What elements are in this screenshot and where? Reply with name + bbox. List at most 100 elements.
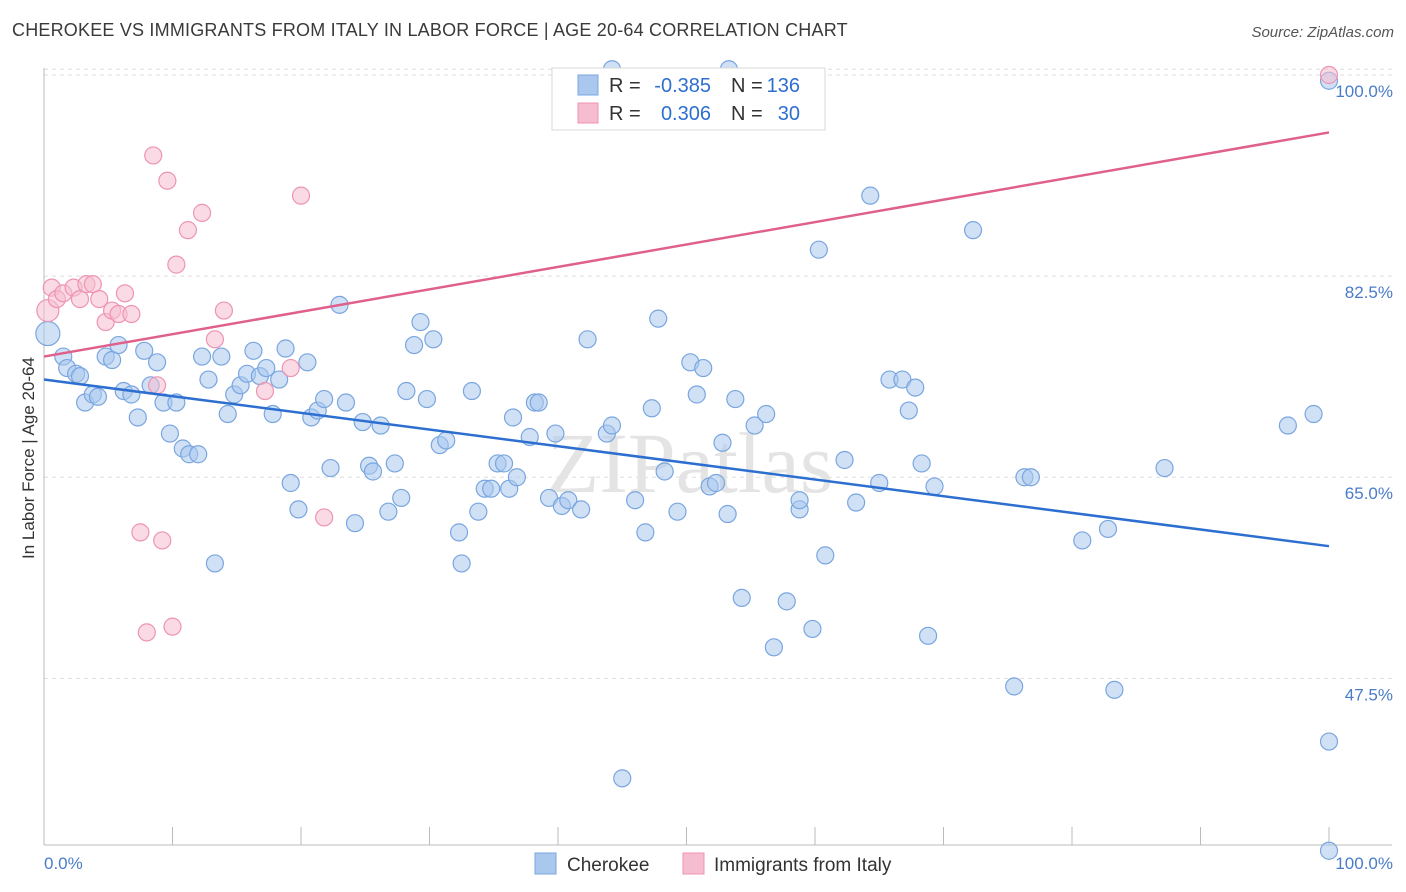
italy-point: [163, 617, 182, 636]
cherokee-point: [379, 502, 398, 521]
cherokee-point: [912, 454, 931, 473]
cherokee-point: [899, 401, 918, 420]
cherokee-point: [469, 502, 488, 521]
italy-point: [158, 171, 177, 190]
cherokee-point: [494, 454, 514, 473]
italy-point: [153, 531, 172, 550]
cherokee-point: [1319, 841, 1339, 860]
cherokee-point: [503, 408, 523, 427]
cherokee-trend-line: [43, 378, 1330, 548]
y-axis-title: In Labor Force | Age 20-64: [19, 357, 38, 559]
cherokee-point: [726, 389, 745, 409]
italy-point: [115, 284, 135, 303]
cherokee-point: [925, 477, 944, 496]
cherokee-point: [713, 433, 732, 452]
italy-point: [178, 221, 198, 240]
cherokee-point: [803, 619, 822, 639]
legend-n-label: N =: [731, 75, 763, 97]
bottom-legend-swatch: [682, 852, 705, 875]
italy-point: [167, 255, 186, 274]
cherokee-point: [122, 385, 141, 404]
cherokee-point: [963, 221, 983, 240]
cherokee-point: [668, 502, 687, 521]
axes-layer: [43, 68, 1392, 846]
x-tick-label-max: 100.0%: [1335, 854, 1393, 873]
y-tick-label: 47.5%: [1345, 685, 1393, 704]
cherokee-point: [189, 445, 208, 464]
cherokee-point: [655, 462, 674, 481]
cherokee-point: [128, 408, 147, 427]
cherokee-point: [706, 473, 726, 493]
cherokee-point: [449, 523, 469, 542]
legend-r-label: R =: [609, 103, 641, 125]
cherokee-point: [321, 458, 340, 478]
italy-point: [122, 304, 141, 324]
italy-point: [315, 508, 334, 527]
cherokee-point: [757, 404, 776, 424]
cherokee-point: [835, 450, 854, 470]
cherokee-point: [636, 523, 655, 542]
cherokee-point: [218, 404, 237, 424]
cherokee-point: [1105, 680, 1124, 699]
cherokee-point: [809, 240, 828, 259]
italy-point: [255, 381, 275, 401]
y-tick-label: 100.0%: [1335, 82, 1393, 101]
cherokee-point: [1319, 732, 1339, 751]
trend-layer: [43, 131, 1330, 548]
bottom-legend-label: Immigrants from Italy: [714, 855, 892, 876]
cherokee-point: [482, 479, 501, 498]
cherokee-point: [790, 491, 809, 510]
cherokee-point: [417, 389, 437, 409]
cherokee-point: [212, 347, 231, 366]
cherokee-point: [613, 769, 632, 788]
cherokee-point: [270, 370, 289, 389]
cherokee-point: [199, 370, 218, 389]
cherokee-point: [745, 416, 764, 435]
italy-point: [131, 523, 150, 542]
cherokee-point: [281, 473, 300, 493]
cherokee-point: [385, 454, 404, 473]
legend-swatch: [577, 102, 599, 124]
cherokee-point: [135, 341, 154, 360]
y-tick-label: 82.5%: [1345, 283, 1393, 302]
cherokee-point: [244, 341, 263, 360]
italy-point: [147, 376, 167, 395]
page-title: CHEROKEE VS IMMIGRANTS FROM ITALY IN LAB…: [12, 20, 848, 40]
cherokee-point: [1021, 468, 1040, 487]
legend-n-value: 30: [778, 103, 800, 125]
cherokee-point: [397, 381, 416, 401]
legend-r-label: R =: [609, 75, 641, 97]
cherokee-point: [257, 358, 276, 378]
cherokee-point: [192, 347, 212, 366]
cherokee-point: [1073, 531, 1092, 550]
cherokee-point: [35, 320, 61, 347]
cherokee-point: [160, 424, 180, 443]
cherokee-point: [559, 491, 578, 510]
cherokee-point: [507, 468, 526, 487]
y-tick-label: 65.0%: [1345, 484, 1393, 503]
cherokee-point: [694, 358, 713, 378]
cherokee-point: [452, 554, 471, 573]
cherokee-point: [777, 592, 796, 611]
cherokee-point: [315, 389, 334, 409]
italy-point: [291, 186, 311, 205]
legend-swatch: [577, 74, 599, 96]
cherokee-point: [392, 488, 411, 508]
italy-point: [137, 623, 156, 642]
x-tick-label-min: 0.0%: [44, 854, 83, 873]
ticks-layer: 47.5% 65.0% 82.5% 100.0% 0.0% 100.0% In Labor …: [19, 82, 1393, 873]
cherokee-point: [1155, 458, 1174, 478]
cherokee-point: [1304, 404, 1323, 424]
cherokee-point: [462, 381, 482, 401]
cherokee-point: [1278, 416, 1297, 435]
cherokee-point: [732, 588, 751, 608]
cherokee-point: [764, 638, 783, 657]
cherokee-point: [147, 353, 167, 372]
cherokee-point: [718, 504, 737, 524]
points-layer: [35, 60, 1339, 860]
cherokee-point: [276, 339, 295, 358]
italy-point: [214, 301, 233, 320]
cherokee-point: [529, 393, 548, 412]
legend-r-value: -0.385: [654, 75, 711, 97]
legend-n-value: 136: [767, 75, 800, 97]
